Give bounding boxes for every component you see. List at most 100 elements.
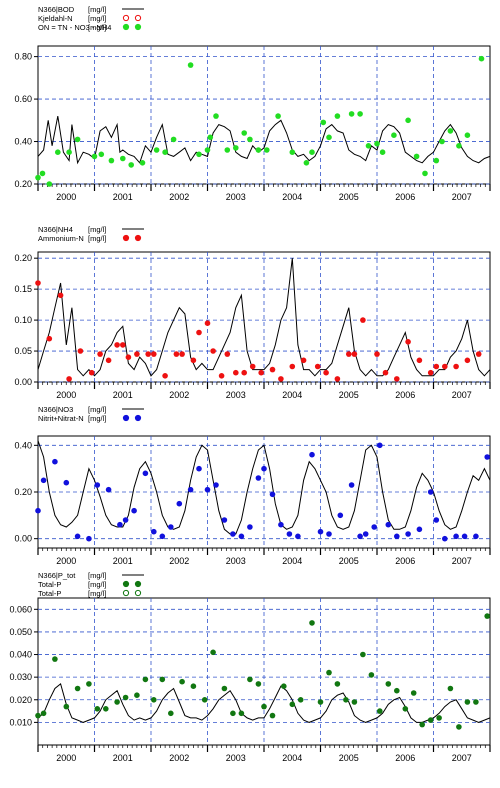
- panel-4-legend-label: Total-P: [38, 580, 61, 589]
- panel-4-legend-label: N366|P_tot: [38, 571, 76, 580]
- panel-4-data-point: [168, 710, 174, 717]
- panel-1-legend-unit: [mg/l]: [88, 23, 106, 32]
- panel-4-data-point: [221, 685, 228, 692]
- panel-1-year-label: 2004: [282, 192, 302, 202]
- panel-4-ytick-label: 0.060: [9, 604, 32, 614]
- panel-3-data-point: [255, 475, 262, 481]
- panel-1-data-point: [213, 113, 219, 119]
- panel-1-year-label: 2006: [395, 192, 415, 202]
- panel-4-data-point: [385, 681, 392, 687]
- panel-3-data-point: [168, 524, 174, 530]
- panel-2-data-point: [258, 369, 265, 376]
- panel-2-year-label: 2006: [395, 390, 415, 400]
- panel-2-data-point: [360, 317, 366, 323]
- panel-4-year-label: 2005: [339, 753, 359, 763]
- panel-4-data-point: [255, 681, 262, 687]
- panel-3-data-point: [238, 533, 245, 540]
- panel-4-ytick-label: 0.040: [9, 650, 32, 660]
- panel-4-data-point: [190, 683, 197, 689]
- panel-4-data-point: [281, 683, 287, 689]
- panel-1-data-point: [139, 160, 146, 166]
- panel-3-data-point: [221, 517, 228, 523]
- panel-3-data-point: [159, 533, 166, 540]
- panel-3-data-point: [385, 521, 392, 528]
- panel-4-ytick-label: 0.020: [9, 695, 32, 705]
- panel-2-legend-unit: [mg/l]: [88, 225, 106, 234]
- panel-3-data-point: [40, 477, 47, 484]
- panel-4-data-point: [35, 712, 41, 719]
- panel-4-data-point: [368, 672, 375, 678]
- panel-1-data-point: [241, 130, 247, 136]
- panel-1-data-point: [196, 151, 202, 158]
- panel-4-data-point: [134, 692, 140, 698]
- panel-4-data-point: [40, 710, 47, 717]
- panel-1-data-point: [478, 55, 485, 62]
- panel-4-data-point: [360, 651, 366, 658]
- panel-4-data-point: [74, 685, 81, 692]
- panel-2-data-point: [374, 351, 380, 357]
- panel-4-data-point: [238, 710, 245, 717]
- panel-1-data-point: [224, 147, 231, 153]
- panel-3-data-point: [94, 482, 101, 488]
- panel-4-data-point: [289, 701, 296, 708]
- panel-3-year-label: 2007: [452, 556, 472, 566]
- panel-1-data-point: [264, 147, 270, 153]
- panel-3-legend-marker: [122, 414, 130, 422]
- panel-1-data-point: [108, 157, 115, 164]
- panel-4-data-point: [269, 712, 276, 719]
- panel-1-legend-label: Kjeldahl-N: [38, 14, 73, 23]
- panel-3-data-point: [362, 531, 369, 537]
- panel-3-data-point: [74, 533, 81, 540]
- panel-2-data-point: [427, 369, 434, 376]
- panel-3-data-point: [261, 465, 267, 472]
- panel-3-data-point: [337, 512, 344, 519]
- panel-4-data-point: [473, 699, 479, 705]
- panel-2-data-point: [278, 376, 284, 382]
- panel-3-data-point: [204, 486, 211, 493]
- panel-2-data-point: [289, 363, 296, 370]
- panel-1-data-point: [207, 134, 214, 141]
- panel-3-data-point: [269, 491, 276, 498]
- panel-2-data-point: [173, 351, 180, 357]
- panel-4-ytick-label: 0.030: [9, 672, 32, 682]
- panel-4-data-point: [309, 620, 315, 626]
- panel-1-data-point: [289, 149, 296, 155]
- panel-1-data-point: [422, 170, 428, 177]
- panel-1-legend-marker: [134, 23, 142, 31]
- panel-1-data-point: [153, 147, 160, 153]
- panel-4-year-label: 2000: [56, 753, 76, 763]
- panel-1-data-point: [66, 149, 72, 155]
- panel-3-data-point: [484, 454, 491, 460]
- panel-1-year-label: 2003: [226, 192, 246, 202]
- panel-4-year-label: 2001: [113, 753, 133, 763]
- panel-3-year-label: 2002: [169, 556, 189, 566]
- panel-2-data-point: [210, 348, 216, 354]
- panel-3-data-point: [105, 486, 112, 493]
- panel-1-data-point: [391, 132, 397, 138]
- panel-2-year-label: 2002: [169, 390, 189, 400]
- panel-3-data-point: [394, 533, 400, 540]
- panel-3-data-point: [442, 535, 448, 542]
- panel-1-legend-label: ON = TN - NO3 - NH4: [38, 23, 111, 32]
- panel-1-data-point: [464, 132, 471, 138]
- panel-2-data-point: [334, 376, 341, 382]
- panel-4-data-point: [261, 703, 267, 710]
- panel-1-data-point: [233, 145, 239, 151]
- panel-4-year-label: 2002: [169, 753, 189, 763]
- panel-2-legend-marker: [134, 234, 142, 242]
- panel-2-data-point: [196, 329, 202, 336]
- panel-3-data-point: [377, 442, 383, 449]
- panel-2-data-point: [394, 376, 400, 382]
- panel-3-data-point: [63, 479, 70, 486]
- panel-4-data-point: [142, 676, 149, 683]
- panel-3-ytick-label: 0.40: [14, 440, 32, 450]
- panel-1-data-point: [255, 147, 262, 153]
- panel-3-data-point: [286, 531, 293, 537]
- panel-2-data-point: [46, 335, 53, 342]
- panel-2-data-point: [66, 376, 72, 382]
- panel-4-data-point: [326, 669, 332, 676]
- panel-4-year-label: 2004: [282, 753, 302, 763]
- panel-2-year-label: 2004: [282, 390, 302, 400]
- panel-3-data-point: [86, 535, 92, 542]
